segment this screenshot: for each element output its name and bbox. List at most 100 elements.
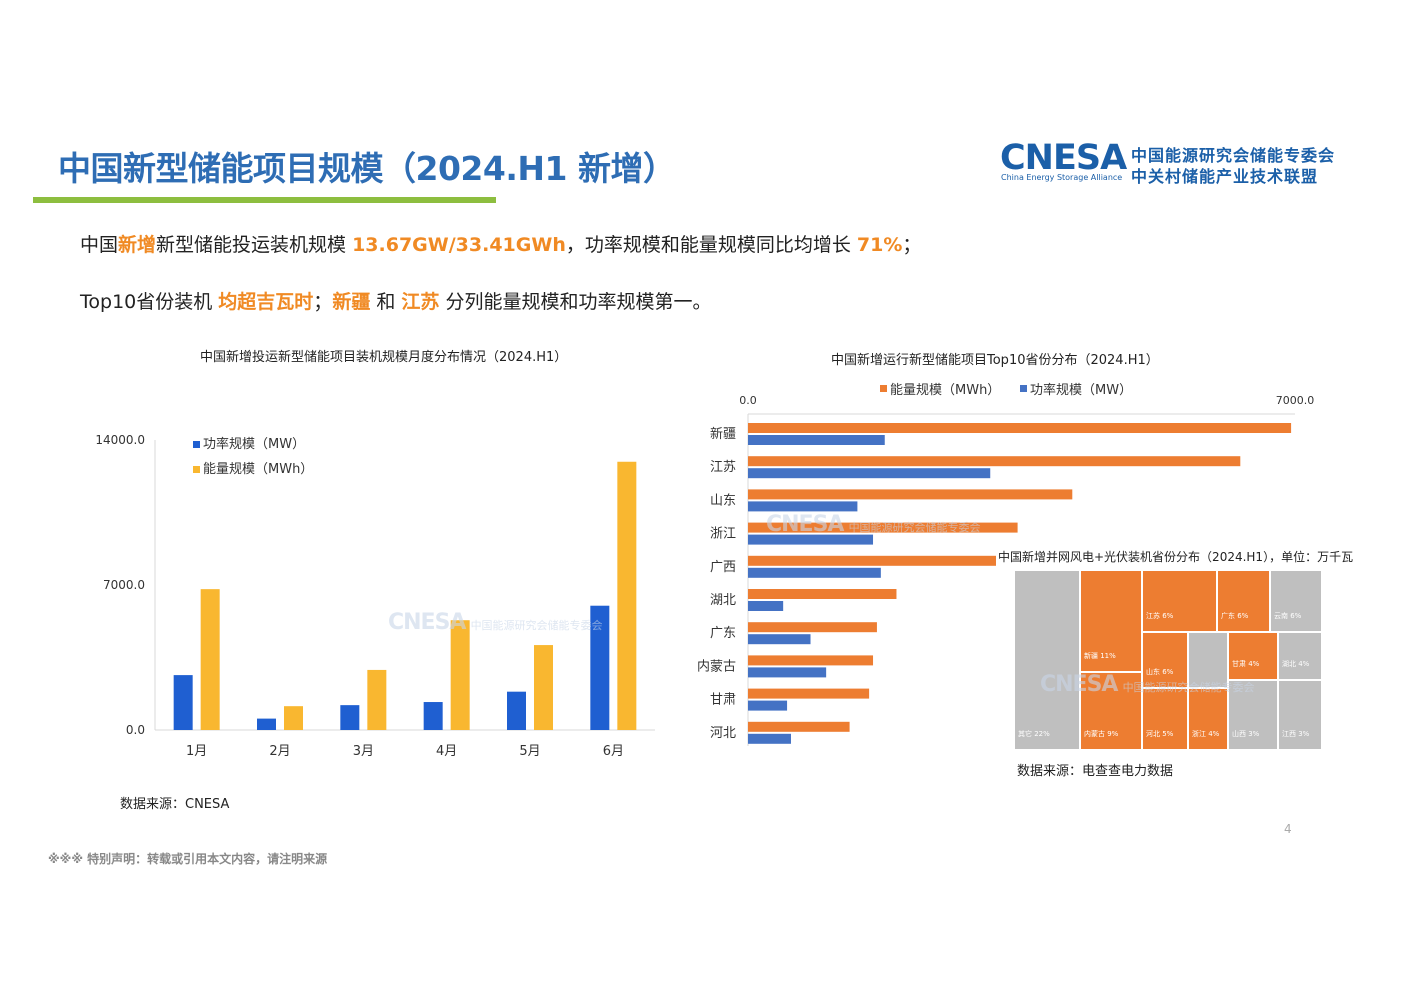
power-bar <box>748 435 885 445</box>
treemap-cell-label: 甘肃 4% <box>1232 660 1260 668</box>
treemap-cell: 湖北 4% <box>1278 632 1322 680</box>
legend-swatch <box>1020 385 1027 392</box>
legend-label: 能量规模（MWh） <box>203 462 313 477</box>
chart1-source: 数据来源：CNESA <box>120 797 230 812</box>
power-bar <box>748 634 811 645</box>
summary-text: 中国 <box>80 234 119 256</box>
treemap-cell-label: 江西 3% <box>1282 730 1310 738</box>
logo-line2: 中关村储能产业技术联盟 <box>1131 167 1319 186</box>
category-label: 山东 <box>710 493 736 508</box>
treemap-cell-label: 广东 6% <box>1221 612 1249 620</box>
power-bar <box>507 691 526 730</box>
power-bar <box>423 702 443 730</box>
energy-bar <box>450 620 470 730</box>
treemap-cell: 广东 6% <box>1217 570 1270 632</box>
treemap-cell <box>1188 632 1228 688</box>
summary-line-1: 中国新增新型储能投运装机规模 13.67GW/33.41GWh，功率规模和能量规… <box>80 230 921 257</box>
category-label: 内蒙古 <box>697 658 736 674</box>
energy-bar <box>748 456 1241 467</box>
power-bar <box>257 718 276 730</box>
page-title: 中国新型储能项目规模（2024.H1 新增） <box>58 149 676 188</box>
energy-bar <box>748 522 1018 533</box>
treemap-cell-label: 内蒙古 9% <box>1084 730 1119 738</box>
x-tick-label: 5月 <box>519 744 540 759</box>
treemap-cell: 江苏 6% <box>1142 570 1217 632</box>
category-label: 河北 <box>710 726 736 741</box>
monthly-bar-chart: 14000.0 7000.0 0.0 1月 2月 3月 4月 5月 6月 功率规模（MW） 能量规模… <box>95 433 655 759</box>
treemap-cell: 云南 6% <box>1270 570 1322 632</box>
summary-line-2: Top10省份装机 均超吉瓦时；新疆 和 江苏 分列能量规模和功率规模第一。 <box>80 287 711 314</box>
category-label: 广西 <box>710 560 736 575</box>
treemap-cell: 江西 3% <box>1278 680 1322 750</box>
disclaimer: ※※※ 特别声明：转载或引用本文内容，请注明来源 <box>48 852 328 866</box>
summary-text: 和 <box>370 291 402 313</box>
x-tick-label: 2月 <box>269 744 290 759</box>
energy-bar <box>748 489 1073 500</box>
legend-swatch <box>193 466 200 473</box>
page-number: 4 <box>1284 822 1292 836</box>
legend-label: 能量规模（MWh） <box>890 383 1000 398</box>
x-tick-label: 1月 <box>186 744 207 759</box>
cnesa-logo: CNESA China Energy Storage Alliance 中国能源… <box>1000 140 1352 186</box>
category-label: 江苏 <box>710 459 736 475</box>
power-bar <box>748 501 858 512</box>
legend-label: 功率规模（MW） <box>203 436 305 452</box>
summary-text: ，功率规模和能量规模同比均增长 <box>565 234 857 256</box>
treemap-cell-label: 江苏 6% <box>1146 612 1174 620</box>
legend-label: 功率规模（MW） <box>1030 382 1132 398</box>
chart3-title: 中国新增并网风电+光伏装机省份分布（2024.H1），单位：万千瓦 <box>998 550 1354 564</box>
y-tick-label: 0.0 <box>126 723 145 737</box>
summary-text: 新型储能投运装机规模 <box>156 234 353 256</box>
power-bar <box>748 567 881 578</box>
energy-bar <box>748 423 1292 433</box>
treemap-cell-label: 山西 3% <box>1232 730 1260 738</box>
treemap-cell-label: 云南 6% <box>1274 612 1302 620</box>
power-bar <box>748 733 791 744</box>
treemap-cell: 河北 5% <box>1142 688 1188 750</box>
summary-highlight: 新增 <box>118 234 157 256</box>
category-label: 湖北 <box>710 593 736 608</box>
treemap-cell-label: 河北 5% <box>1146 730 1174 738</box>
power-bar <box>748 534 874 545</box>
energy-bar <box>367 669 387 730</box>
logo-english: China Energy Storage Alliance <box>1001 173 1123 182</box>
treemap-cell: 山西 3% <box>1228 680 1278 750</box>
chart2-title: 中国新增运行新型储能项目Top10省份分布（2024.H1） <box>831 353 1159 368</box>
province-treemap: 其它 22% 新疆 11% 内蒙古 9% 江苏 6% 山东 6% 河北 5% 广东 6% 云南… <box>1014 570 1322 750</box>
power-bar <box>748 468 991 479</box>
x-tick-label: 3月 <box>353 744 374 759</box>
summary-highlight: 13.67GW/33.41GWh <box>352 234 566 256</box>
energy-bar <box>748 655 874 666</box>
power-bar <box>748 667 827 678</box>
energy-bar <box>748 622 877 633</box>
treemap-cell-label: 新疆 11% <box>1084 652 1116 660</box>
energy-bar <box>748 555 1014 566</box>
x-tick-label: 6月 <box>603 744 624 759</box>
x-tick-label: 0.0 <box>739 394 757 407</box>
treemap-cell-label: 湖北 4% <box>1282 660 1310 668</box>
energy-bar <box>617 461 637 730</box>
x-tick-label: 7000.0 <box>1276 394 1315 407</box>
watermark: CNESA 中国能源研究会储能专委会 <box>388 610 603 635</box>
energy-bar <box>748 589 897 599</box>
category-label: 新疆 <box>710 426 736 442</box>
category-label: 广东 <box>710 626 736 641</box>
legend-swatch <box>193 441 200 448</box>
chart3-source: 数据来源：电查查电力数据 <box>1017 764 1174 779</box>
energy-bar <box>284 706 303 730</box>
treemap-cell: 浙江 4% <box>1188 688 1228 750</box>
power-bar <box>173 675 193 730</box>
treemap-cell-label: 浙江 4% <box>1192 730 1220 738</box>
power-bar <box>748 601 784 611</box>
treemap-cell-label: 山东 6% <box>1146 668 1174 676</box>
logo-line1: 中国能源研究会储能专委会 <box>1131 146 1336 165</box>
treemap-cell: 山东 6% <box>1142 632 1188 688</box>
legend-swatch <box>880 385 887 392</box>
summary-text: ； <box>902 234 922 256</box>
watermark: CNESA 中国能源研究会储能专委会 <box>766 512 981 537</box>
category-label: 浙江 <box>710 527 736 542</box>
logo-wordmark: CNESA <box>1000 138 1127 178</box>
summary-text: Top10省份装机 <box>80 291 219 313</box>
treemap-cell: 内蒙古 9% <box>1080 672 1142 750</box>
